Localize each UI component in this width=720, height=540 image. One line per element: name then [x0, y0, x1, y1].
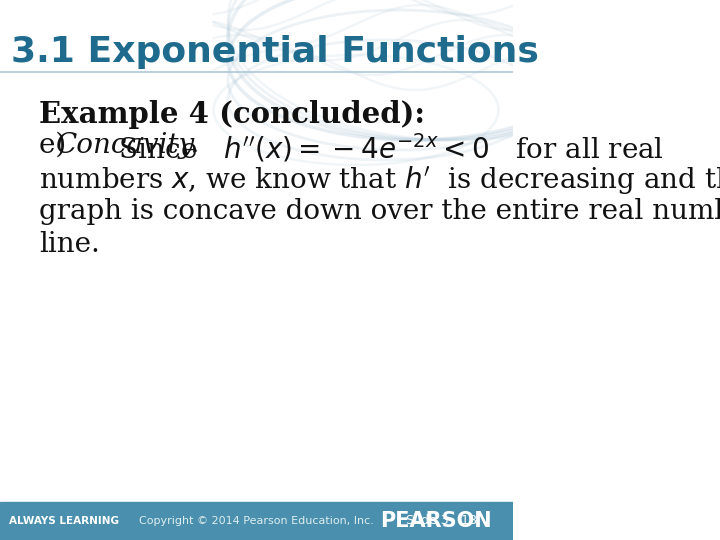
Text: line.: line.	[39, 231, 100, 258]
Text: Slide 3-  18: Slide 3- 18	[406, 515, 477, 528]
Text: PEARSON: PEARSON	[379, 511, 491, 531]
Text: numbers $x$, we know that $h'$  is decreasing and the: numbers $x$, we know that $h'$ is decrea…	[39, 165, 720, 198]
Text: graph is concave down over the entire real number: graph is concave down over the entire re…	[39, 198, 720, 225]
Text: 3.1 Exponential Functions: 3.1 Exponential Functions	[11, 35, 539, 69]
Text: ALWAYS LEARNING: ALWAYS LEARNING	[9, 516, 119, 526]
Bar	[0, 502, 513, 540]
Text: Example 4 (concluded):: Example 4 (concluded):	[39, 100, 426, 129]
Text: Concavity.: Concavity.	[55, 132, 200, 159]
Text: Copyright © 2014 Pearson Education, Inc.: Copyright © 2014 Pearson Education, Inc.	[139, 516, 374, 526]
Text: e): e)	[39, 132, 76, 159]
Text: Since   $h''(x) = -4e^{-2x} < 0$   for all real: Since $h''(x) = -4e^{-2x} < 0$ for all r…	[110, 132, 665, 165]
